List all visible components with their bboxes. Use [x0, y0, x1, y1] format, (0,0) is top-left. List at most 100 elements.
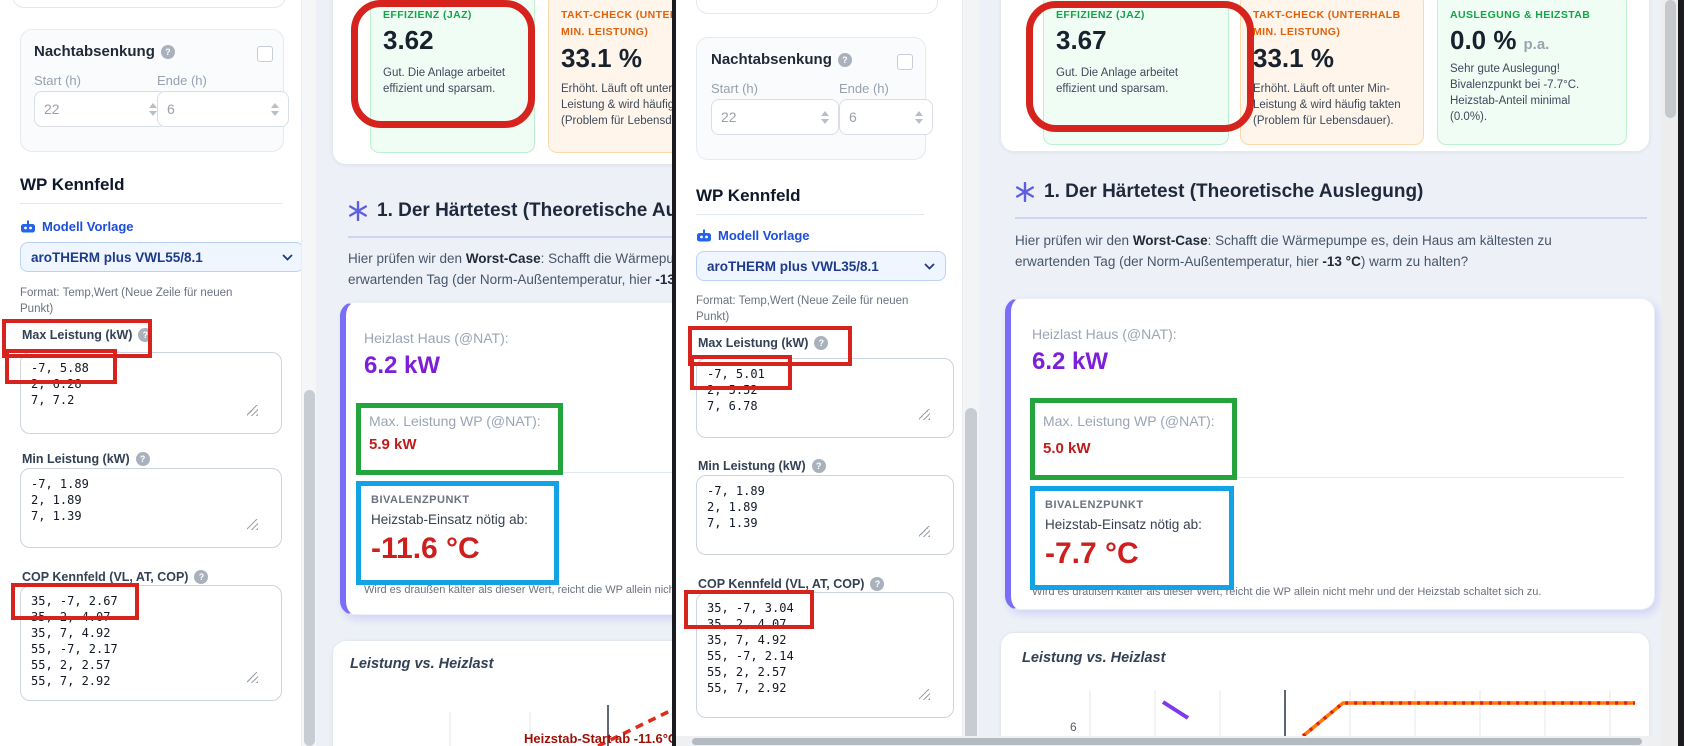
min-power-label: Min Leistung (kW) — [698, 459, 806, 473]
right-sidebar-scrollbar[interactable] — [962, 0, 979, 746]
haertetest-intro: Hier prüfen wir den Worst-Case: Schafft … — [1015, 231, 1625, 273]
help-icon[interactable]: ? — [837, 52, 852, 67]
model-template-label: Modell Vorlage — [42, 219, 134, 234]
takt-kpi-label: TAKT-CHECK (UNTERHALB MIN. LEISTUNG) — [561, 9, 709, 38]
right-vertical-scrollbar[interactable] — [1662, 0, 1678, 746]
end-hour-label: Ende (h) — [839, 81, 889, 96]
left-sidebar-scrollbar[interactable] — [301, 0, 317, 746]
model-template-row: Modell Vorlage — [20, 219, 134, 234]
chart-ytick: 6 — [1070, 720, 1077, 734]
start-hour-label: Start (h) — [34, 73, 81, 88]
intro-bold: Worst-Case — [465, 251, 541, 266]
min-power-textarea[interactable]: -7, 1.89 2, 1.89 7, 1.39 — [696, 475, 954, 555]
help-icon[interactable]: ? — [160, 44, 175, 59]
resize-handle-icon[interactable] — [247, 405, 258, 416]
bivalenzpunkt-note: Wird es draußen kälter als dieser Wert, … — [1032, 586, 1542, 598]
cop-label-row: COP Kennfeld (VL, AT, COP) ? — [698, 577, 885, 591]
efficiency-kpi-card: EFFIZIENZ (JAZ) 3.67 Gut. Die Anlage arb… — [1043, 0, 1229, 145]
scrollbar-thumb[interactable] — [1664, 0, 1676, 118]
start-hour-label: Start (h) — [711, 81, 758, 96]
cop-textarea[interactable]: 35, -7, 2.67 35, 2, 4.07 35, 7, 4.92 55,… — [20, 585, 282, 701]
start-hour-value: 22 — [721, 109, 737, 125]
right-previous-card-edge — [696, 0, 938, 14]
stepper-arrows-icon[interactable] — [271, 102, 279, 116]
max-power-textarea[interactable]: -7, 5.01 2, 5.52 7, 6.78 — [696, 358, 954, 438]
divider — [696, 214, 924, 215]
left-chart-plot — [449, 705, 672, 746]
bivalenzpunkt-value: -11.6 °C — [371, 532, 480, 565]
heizlast-label: Heizlast Haus (@NAT): — [1032, 326, 1177, 342]
format-hint: Format: Temp,Wert (Neue Zeile für neuen … — [20, 287, 233, 316]
wp-max-label: Max. Leistung WP (@NAT): — [1043, 413, 1215, 429]
right-chart-plot — [1089, 690, 1635, 736]
scrollbar-thumb[interactable] — [692, 737, 1642, 745]
takt-kpi-desc: Erhöht. Läuft oft unter Min-Leistung & w… — [561, 83, 709, 128]
model-select[interactable]: aroTHERM plus VWL35/8.1 — [696, 251, 946, 281]
resize-handle-icon[interactable] — [919, 689, 930, 700]
night-setback-checkbox[interactable] — [257, 46, 273, 62]
efficiency-kpi-label: EFFIZIENZ (JAZ) — [383, 9, 472, 21]
max-power-textarea[interactable]: -7, 5.88 2, 6.28 7, 7.2 — [20, 352, 282, 434]
cop-label: COP Kennfeld (VL, AT, COP) — [22, 570, 189, 584]
haertetest-heading-row: 1. Der Härtetest (Theoretische Auslegung… — [348, 200, 756, 222]
chart-title: Leistung vs. Heizlast — [350, 656, 494, 672]
night-setback-title: Nachtabsenkung — [711, 51, 832, 68]
min-power-label-row: Min Leistung (kW) ? — [698, 459, 826, 473]
model-select-value: aroTHERM plus VWL55/8.1 — [31, 249, 203, 265]
auslegung-kpi-card: AUSLEGUNG & HEIZSTAB 0.0 % p.a. Sehr gut… — [1437, 0, 1627, 145]
stepper-arrows-icon[interactable] — [149, 102, 157, 116]
stepper-arrows-icon[interactable] — [821, 110, 829, 124]
screenshot-border-right — [1678, 0, 1684, 746]
help-icon[interactable]: ? — [870, 577, 885, 591]
efficiency-kpi-value: 3.67 — [1056, 25, 1107, 55]
cop-label-row: COP Kennfeld (VL, AT, COP) ? — [22, 570, 209, 584]
stepper-arrows-icon[interactable] — [915, 110, 923, 124]
bivalenzpunkt-value: -7.7 °C — [1045, 537, 1139, 570]
resize-handle-icon[interactable] — [247, 672, 258, 683]
intro-text: ) warm zu halten? — [1360, 253, 1469, 269]
resize-handle-icon[interactable] — [247, 519, 258, 530]
right-horizontal-scrollbar[interactable] — [676, 736, 1662, 746]
snowflake-icon — [349, 201, 367, 221]
scrollbar-thumb[interactable] — [965, 408, 977, 746]
takt-kpi-label: TAKT-CHECK (UNTERHALB MIN. LEISTUNG) — [1253, 9, 1401, 38]
divider — [20, 203, 282, 204]
night-setback-checkbox[interactable] — [897, 54, 913, 70]
wp-max-value: 5.0 kW — [1043, 440, 1091, 457]
start-hour-value: 22 — [44, 101, 60, 117]
end-hour-input[interactable]: 6 — [157, 91, 289, 127]
start-hour-input[interactable]: 22 — [34, 91, 167, 127]
min-power-label-row: Min Leistung (kW) ? — [22, 452, 150, 466]
wp-kennfeld-heading: WP Kennfeld — [20, 175, 125, 194]
intro-text: Hier prüfen wir den — [348, 251, 466, 266]
help-icon[interactable]: ? — [138, 328, 153, 342]
scrollbar-thumb[interactable] — [304, 390, 315, 746]
cop-textarea[interactable]: 35, -7, 3.04 35, 2, 4.07 35, 7, 4.92 55,… — [696, 592, 954, 718]
help-icon[interactable]: ? — [811, 459, 826, 473]
model-select-value: aroTHERM plus VWL35/8.1 — [707, 258, 879, 274]
help-icon[interactable]: ? — [814, 336, 829, 350]
auslegung-kpi-label: AUSLEGUNG & HEIZSTAB — [1450, 9, 1591, 21]
resize-handle-icon[interactable] — [919, 526, 930, 537]
wp-kennfeld-heading: WP Kennfeld — [696, 186, 801, 205]
end-hour-value: 6 — [167, 101, 175, 117]
efficiency-kpi-desc: Gut. Die Anlage arbeitet effizient und s… — [1056, 67, 1179, 96]
model-select[interactable]: aroTHERM plus VWL55/8.1 — [20, 242, 304, 272]
left-previous-card-edge — [12, 0, 286, 8]
model-template-label: Modell Vorlage — [718, 228, 810, 243]
resize-handle-icon[interactable] — [919, 409, 930, 420]
takt-kpi-card: TAKT-CHECK (UNTERHALB MIN. LEISTUNG) 33.… — [1240, 0, 1424, 145]
help-icon[interactable]: ? — [194, 570, 209, 584]
min-power-textarea[interactable]: -7, 1.89 2, 1.89 7, 1.39 — [20, 468, 282, 548]
heizlast-value: 6.2 kW — [364, 352, 441, 379]
help-icon[interactable]: ? — [135, 452, 150, 466]
intro-bold: -13 °C — [1322, 253, 1361, 269]
card-divider — [1032, 477, 1624, 478]
end-hour-input[interactable]: 6 — [839, 99, 933, 135]
wp-max-label: Max. Leistung WP (@NAT): — [369, 413, 541, 429]
chevron-down-icon — [924, 262, 935, 270]
end-hour-value: 6 — [849, 109, 857, 125]
haertetest-title: 1. Der Härtetest (Theoretische Auslegung… — [377, 200, 757, 221]
start-hour-input[interactable]: 22 — [711, 99, 839, 135]
right-chart-card — [1000, 632, 1650, 746]
